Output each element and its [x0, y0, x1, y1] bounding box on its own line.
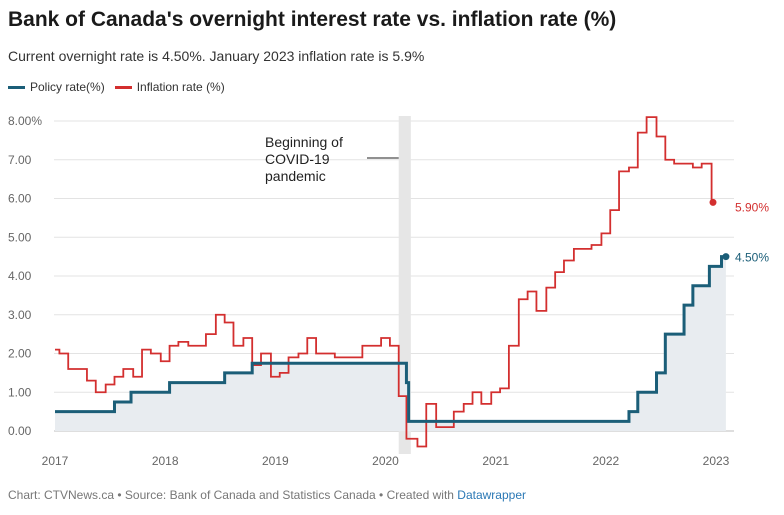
y-tick-label: 5.00 [8, 230, 32, 244]
policy-end-label: 4.50% [735, 251, 769, 265]
chart-subtitle: Current overnight rate is 4.50%. January… [8, 48, 425, 64]
chart-legend: Policy rate(%) Inflation rate (%) [8, 80, 235, 94]
legend-swatch-policy [8, 85, 25, 89]
inflation-rate-line [55, 116, 716, 448]
policy-rate-line [55, 255, 726, 423]
y-tick-label: 3.00 [8, 308, 32, 322]
y-tick-label: 7.00 [8, 153, 32, 167]
legend-label-inflation: Inflation rate (%) [136, 80, 225, 94]
legend-item-policy[interactable]: Policy rate(%) [8, 80, 105, 94]
policy-end-point [722, 253, 730, 261]
datawrapper-link[interactable]: Datawrapper [457, 488, 526, 502]
legend-swatch-inflation [114, 85, 132, 89]
policy-rate-area [55, 256, 726, 431]
x-tick-label: 2023 [703, 454, 730, 468]
covid-annotation-line: COVID-19 [265, 151, 330, 167]
x-tick-label: 2017 [42, 454, 69, 468]
y-tick-label: 4.00 [8, 269, 32, 283]
x-tick-label: 2019 [262, 454, 289, 468]
y-tick-label: 2.00 [8, 347, 32, 361]
x-tick-label: 2021 [482, 454, 509, 468]
x-tick-label: 2018 [152, 454, 179, 468]
y-tick-label: 0.00 [8, 424, 32, 438]
chart-footer: Chart: CTVNews.ca • Source: Bank of Cana… [8, 488, 526, 502]
y-tick-label: 8.00% [8, 114, 42, 128]
y-tick-label: 1.00 [8, 385, 32, 399]
x-tick-label: 2020 [372, 454, 399, 468]
inflation-end-label: 5.90% [735, 200, 769, 214]
inflation-end-point [709, 198, 717, 206]
covid-annotation-line: Beginning of [265, 134, 343, 150]
footer-credits: Chart: CTVNews.ca • Source: Bank of Cana… [8, 488, 458, 502]
legend-label-policy: Policy rate(%) [30, 80, 105, 94]
covid-annotation-line: pandemic [265, 168, 326, 184]
x-tick-label: 2022 [592, 454, 619, 468]
y-tick-label: 6.00 [8, 192, 32, 206]
page-title: Bank of Canada's overnight interest rate… [8, 8, 617, 31]
legend-item-inflation[interactable]: Inflation rate (%) [114, 80, 225, 94]
